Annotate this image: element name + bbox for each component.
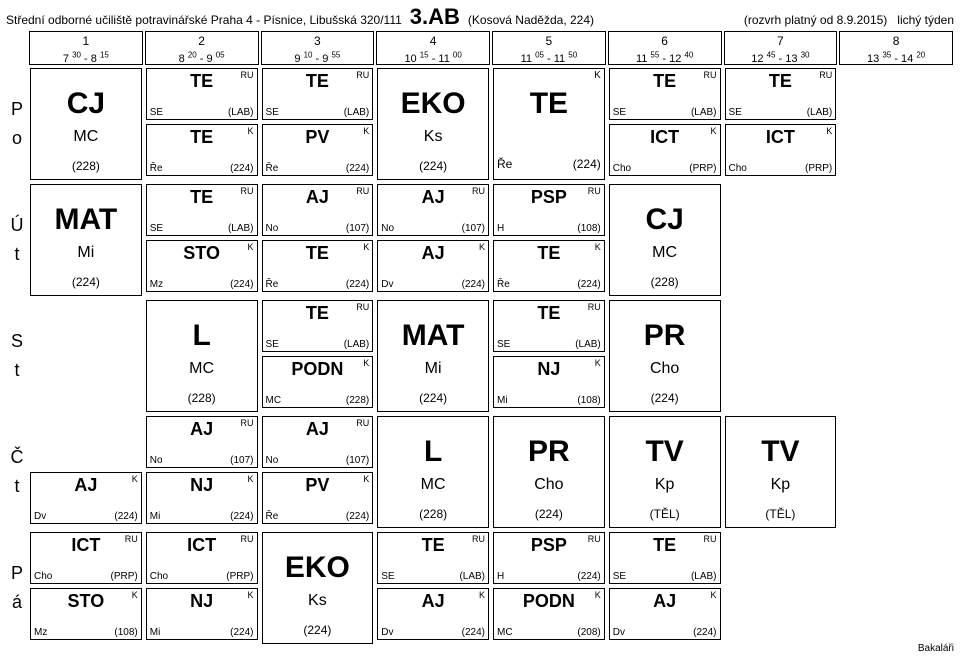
lesson-cell: TVKp(TĚL)	[725, 416, 837, 528]
lesson-half: KTEŘe(224)	[146, 124, 258, 176]
lesson-cell-split: RUICTCho(PRP)KSTOMz(108)	[28, 530, 144, 642]
lesson-half: RUICTCho(PRP)	[30, 532, 142, 584]
lesson-half: KAJDv(224)	[30, 472, 142, 524]
lesson-cell: CJMC(228)	[609, 184, 721, 296]
lesson-cell: EKOKs(224)	[377, 68, 489, 180]
period-header: 28 20 - 9 05	[145, 31, 259, 65]
lesson-half: KPODNMC(228)	[262, 356, 374, 408]
lesson-half: KPODNMC(208)	[493, 588, 605, 640]
valid-from: (rozvrh platný od 8.9.2015)	[744, 13, 887, 27]
timetable-page: Střední odborné učiliště potravinářské P…	[0, 0, 960, 656]
lesson-half: KPVŘe(224)	[262, 472, 374, 524]
lesson-cell: KTEŘe(224)	[493, 68, 605, 180]
period-header: 410 15 - 11 00	[376, 31, 490, 65]
timetable-grid: 17 30 - 8 1528 20 - 9 0539 10 - 9 55410 …	[6, 30, 954, 646]
lesson-cell: TVKp(TĚL)	[609, 416, 721, 528]
lesson-half: RUTESE(LAB)	[146, 184, 258, 236]
lesson-cell-split: RUAJNo(107)KPVŘe(224)	[260, 414, 376, 526]
lesson-cell-split: RUICTCho(PRP)KNJMi(224)	[144, 530, 260, 642]
lesson-cell-split: RUTESE(LAB)KPODNMC(228)	[260, 298, 376, 410]
period-header: 813 35 - 14 20	[839, 31, 953, 65]
day-label: Pá	[6, 530, 28, 646]
lesson-cell-split: RUTESE(LAB)KICTCho(PRP)	[723, 66, 839, 178]
lesson-half: KNJMi(224)	[146, 588, 258, 640]
lesson-cell-split: RUTESE(LAB)KPVŘe(224)	[260, 66, 376, 178]
lesson-cell-split: RUPSPH(108)KTEŘe(224)	[491, 182, 607, 294]
lesson-cell: CJMC(228)	[30, 68, 142, 180]
lesson-half: RUTESE(LAB)	[262, 300, 374, 352]
lesson-half: KNJMi(224)	[146, 472, 258, 524]
lesson-cell: LMC(228)	[146, 300, 258, 412]
lesson-cell-split: RUTESE(LAB)KNJMi(108)	[491, 298, 607, 410]
lesson-half: RUTESE(LAB)	[377, 532, 489, 584]
day-label: Út	[6, 182, 28, 298]
lesson-half: RUAJNo(107)	[377, 184, 489, 236]
lesson-cell-split: RUPSPH(224)KPODNMC(208)	[491, 530, 607, 642]
lesson-half: RUPSPH(224)	[493, 532, 605, 584]
lesson-cell: MATMi(224)	[377, 300, 489, 412]
period-header: 39 10 - 9 55	[261, 31, 375, 65]
lesson-cell-split: RUTESE(LAB)KICTCho(PRP)	[607, 66, 723, 178]
class-name: 3.AB	[410, 4, 460, 30]
lesson-cell-split: RUTESE(LAB)KTEŘe(224)	[144, 66, 260, 178]
lesson-half: KICTCho(PRP)	[725, 124, 837, 176]
lesson-cell-split: RUTESE(LAB)KAJDv(224)	[375, 530, 491, 642]
lesson-half: RUTESE(LAB)	[493, 300, 605, 352]
lesson-cell-split: RUAJNo(107)KNJMi(224)	[144, 414, 260, 526]
lesson-half: KAJDv(224)	[609, 588, 721, 640]
lesson-cell: LMC(228)	[377, 416, 489, 528]
lesson-cell-split: RUTESE(LAB)KAJDv(224)	[607, 530, 723, 642]
lesson-half: KSTOMz(224)	[146, 240, 258, 292]
day-label: Po	[6, 66, 28, 182]
title-bar: Střední odborné učiliště potravinářské P…	[6, 4, 954, 30]
lesson-half: KTEŘe(224)	[262, 240, 374, 292]
lesson-half: KNJMi(108)	[493, 356, 605, 408]
lesson-half: RUTESE(LAB)	[609, 68, 721, 120]
day-label: St	[6, 298, 28, 414]
lesson-half: RUAJNo(107)	[262, 184, 374, 236]
lesson-half: KTEŘe(224)	[493, 240, 605, 292]
lesson-cell: MATMi(224)	[30, 184, 142, 296]
lesson-cell: EKOKs(224)	[262, 532, 374, 644]
lesson-cell: PRCho(224)	[493, 416, 605, 528]
lesson-half: RUTESE(LAB)	[609, 532, 721, 584]
footer-brand: Bakaláři	[918, 643, 954, 654]
lesson-half: RUAJNo(107)	[146, 416, 258, 468]
lesson-cell-split: RUAJNo(107)KTEŘe(224)	[260, 182, 376, 294]
teacher: (Kosová Naděžda, 224)	[468, 13, 594, 27]
lesson-half: KPVŘe(224)	[262, 124, 374, 176]
lesson-half: RUTESE(LAB)	[725, 68, 837, 120]
period-header: 712 45 - 13 30	[724, 31, 838, 65]
lesson-cell-split: RUTESE(LAB)KSTOMz(224)	[144, 182, 260, 294]
lesson-half: KSTOMz(108)	[30, 588, 142, 640]
lesson-cell: PRCho(224)	[609, 300, 721, 412]
week-label: lichý týden	[897, 13, 954, 27]
lesson-half: RUPSPH(108)	[493, 184, 605, 236]
school-name: Střední odborné učiliště potravinářské P…	[6, 13, 402, 27]
period-header: 17 30 - 8 15	[29, 31, 143, 65]
day-label: Čt	[6, 414, 28, 530]
period-header: 511 05 - 11 50	[492, 31, 606, 65]
lesson-half: RUICTCho(PRP)	[146, 532, 258, 584]
lesson-half: RUAJNo(107)	[262, 416, 374, 468]
period-header: 611 55 - 12 40	[608, 31, 722, 65]
lesson-half: KAJDv(224)	[377, 588, 489, 640]
lesson-cell-split: KAJDv(224)	[28, 414, 144, 526]
lesson-half: KICTCho(PRP)	[609, 124, 721, 176]
lesson-half: RUTESE(LAB)	[262, 68, 374, 120]
lesson-half: RUTESE(LAB)	[146, 68, 258, 120]
lesson-cell-split: RUAJNo(107)KAJDv(224)	[375, 182, 491, 294]
lesson-half: KAJDv(224)	[377, 240, 489, 292]
